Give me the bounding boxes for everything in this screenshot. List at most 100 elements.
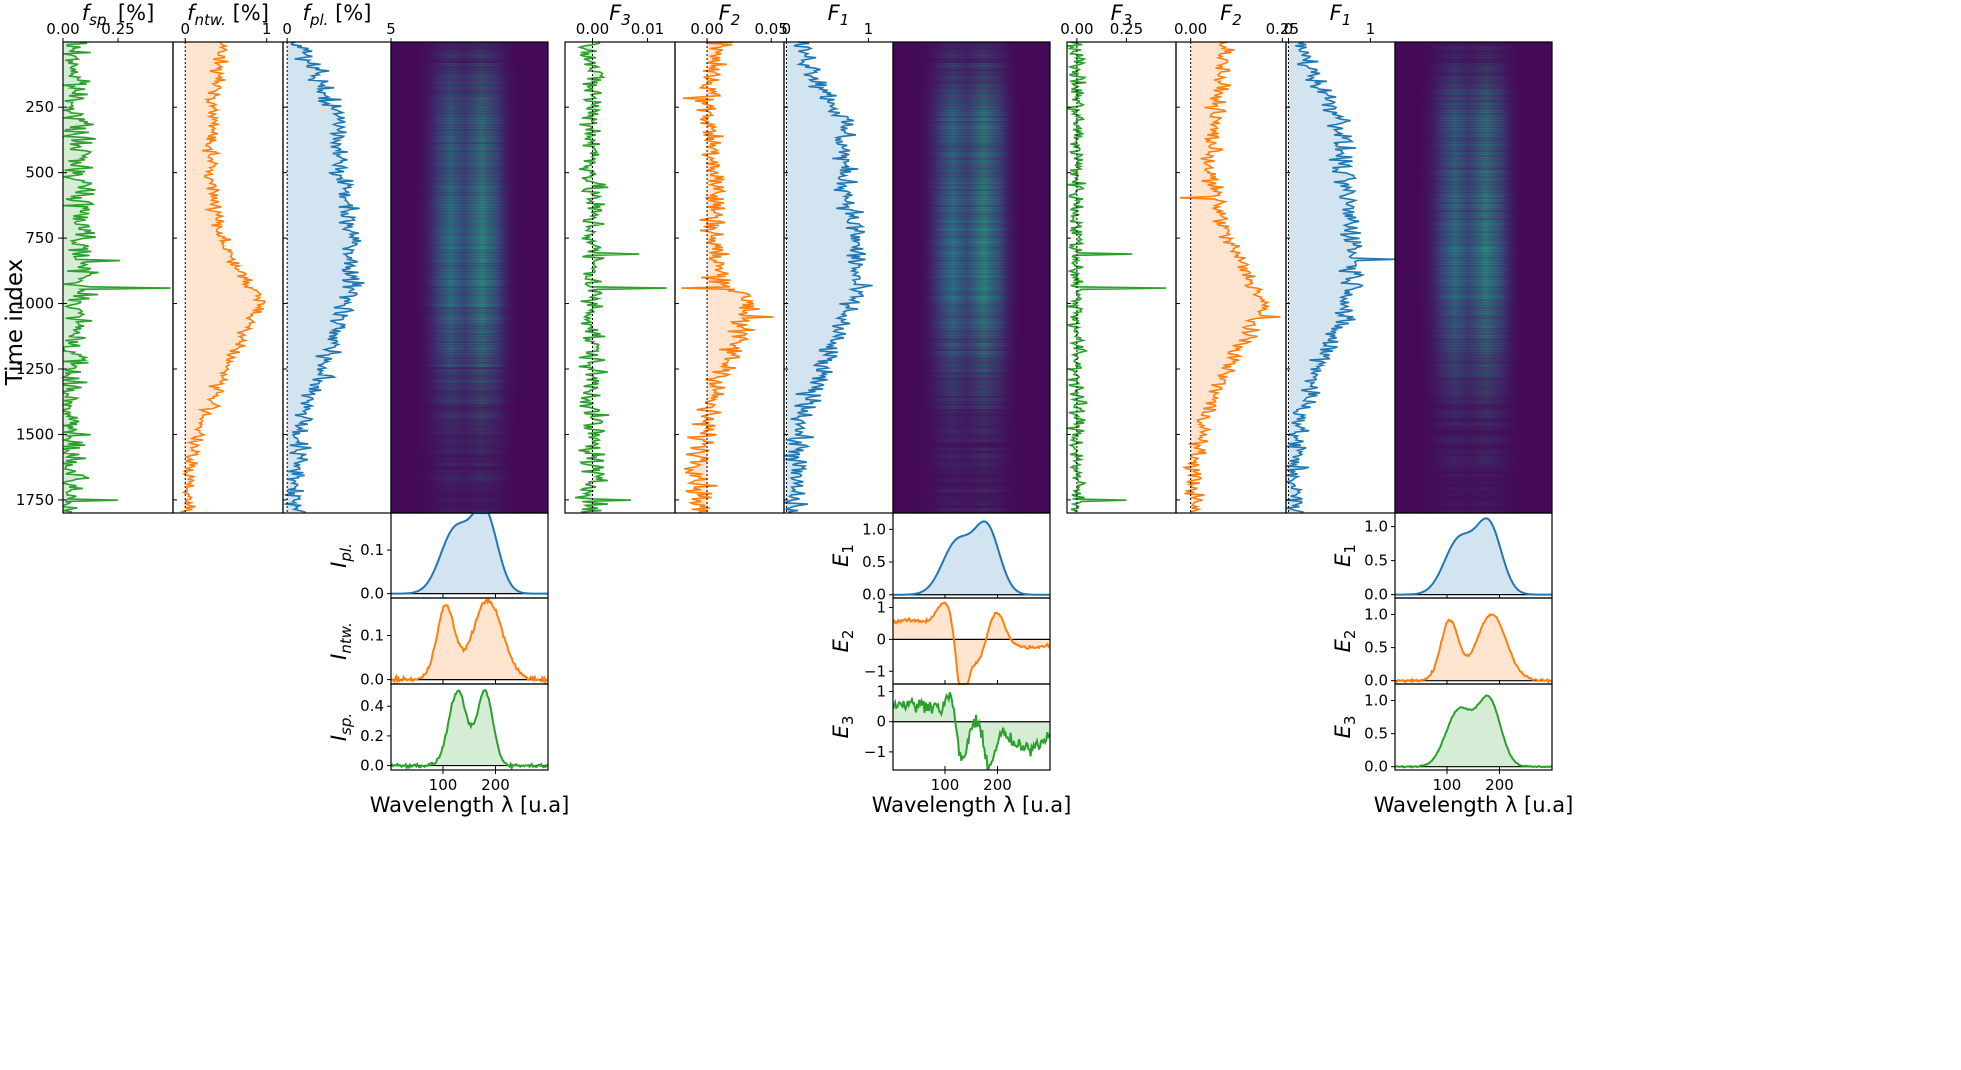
spectrogram-row [391,62,548,66]
spectrogram-row [391,83,548,87]
spectrogram-row [391,434,548,438]
spectrogram-row [391,206,548,210]
spectrogram-row [1395,277,1552,281]
ylabel-base: E [1331,553,1355,567]
spectrogram-row [391,193,548,197]
spectrogram-row [391,42,548,46]
spectrogram-row [893,358,1050,362]
spectrum-panel-E_1: 0.0 0.5 1.0 E1 [1331,512,1553,604]
spectrum-ytick-label: 0.5 [1364,725,1388,743]
spectrum-ylabel-I_sp: Isp. [327,713,355,741]
spectrogram-row [893,73,1050,77]
spectrogram-row [1395,364,1552,368]
spectrogram-row [391,387,548,391]
spectrogram-row [391,52,548,56]
spectrogram-row [893,322,1050,326]
spectrogram-row [1395,481,1552,485]
spectrogram-row [893,267,1050,271]
spectrogram-row [1395,489,1552,493]
trace-line-F_2 [681,41,774,513]
spectrum-frame [390,683,549,771]
spectrogram-row [391,89,548,93]
spectrogram-row [1395,290,1552,294]
trace-line-F_3 [574,41,667,513]
spectrogram-row [391,73,548,77]
spectrogram-row [391,510,548,514]
trace-panel-F_1: 0 1F1 [1284,1,1396,514]
spectrogram-row [391,76,548,80]
spectrogram-row [391,301,548,305]
spectrogram-row [893,282,1050,286]
spectrum-xtick-label: 100 [1433,776,1462,794]
spectrogram-row [391,424,548,428]
spectrogram-row [1395,327,1552,331]
spectrogram-row [1395,102,1552,106]
trace-line-F_1 [784,41,873,513]
spectrogram-row [893,387,1050,391]
spectrogram-row [391,154,548,158]
spectrogram-row [893,128,1050,132]
spectrogram-row [391,497,548,501]
spectrogram-row [893,288,1050,292]
spectrogram-row [893,62,1050,66]
spectrogram-row [391,371,548,375]
spectrogram-row [391,131,548,135]
spectrogram-row [1395,450,1552,454]
spectrogram-row [893,183,1050,187]
spectrogram-row [1395,222,1552,226]
spectrogram-row [391,293,548,297]
spectrogram-row [893,104,1050,108]
spectrogram-row [391,303,548,307]
spectrogram-row [391,311,548,315]
ylabel-sub: ntw. [337,622,355,653]
spectrogram-row [391,256,548,260]
spectrogram-row [391,494,548,498]
spectrogram-row [391,65,548,69]
spectrogram-row [893,175,1050,179]
trace-title-F_3: F3 [609,1,631,29]
spectrogram-row [893,136,1050,140]
spectrum-line-E_3 [892,692,1051,771]
spectrum-ytick-label: 0.5 [862,553,886,571]
spectrogram-row [1395,466,1552,470]
spectrogram-row [391,453,548,457]
spectrogram-row [391,144,548,148]
trace-fill-F_3 [1067,42,1167,512]
spectrogram-row [893,371,1050,375]
spectrogram-row [1395,254,1552,258]
spectrogram-row [1395,248,1552,252]
spectrogram-row [391,191,548,195]
spectrogram-row [1395,233,1552,237]
spectrogram-row [391,379,548,383]
spectrogram-row [893,479,1050,483]
spectrogram-row [391,96,548,100]
spectrum-line-E_1 [1395,517,1552,596]
spectrogram-row [1395,188,1552,192]
spectrogram-row [1395,329,1552,334]
spectrogram-row [1395,185,1552,190]
spectrogram-row [1395,183,1552,187]
spectrogram-row [1395,225,1552,229]
spectrogram-row [893,411,1050,415]
spectrogram-row [893,502,1050,506]
spectrogram-row [893,201,1050,205]
spectrogram-row [893,437,1050,441]
spectrogram-row [1395,170,1552,174]
trace-line-f_sp [60,41,171,513]
spectrogram-row [391,332,548,336]
spectrogram-row [1395,379,1552,383]
spectrogram-row [893,272,1050,276]
spectrum-ytick-label: 0.0 [862,586,886,604]
spectrogram-row [391,502,548,506]
spectrogram-row [1395,81,1552,85]
spectrogram-row [391,222,548,226]
trace-fill-F_1 [1286,42,1395,512]
spectrogram-row [391,248,548,252]
title-sub: sp. [89,11,111,29]
trace-line-f_ntw [180,41,266,513]
spectrogram-row [893,508,1050,512]
spectrogram-row [391,225,548,229]
spectrogram-row [1395,500,1552,504]
spectrogram-row [1395,214,1552,218]
spectrogram-row [1395,60,1552,64]
